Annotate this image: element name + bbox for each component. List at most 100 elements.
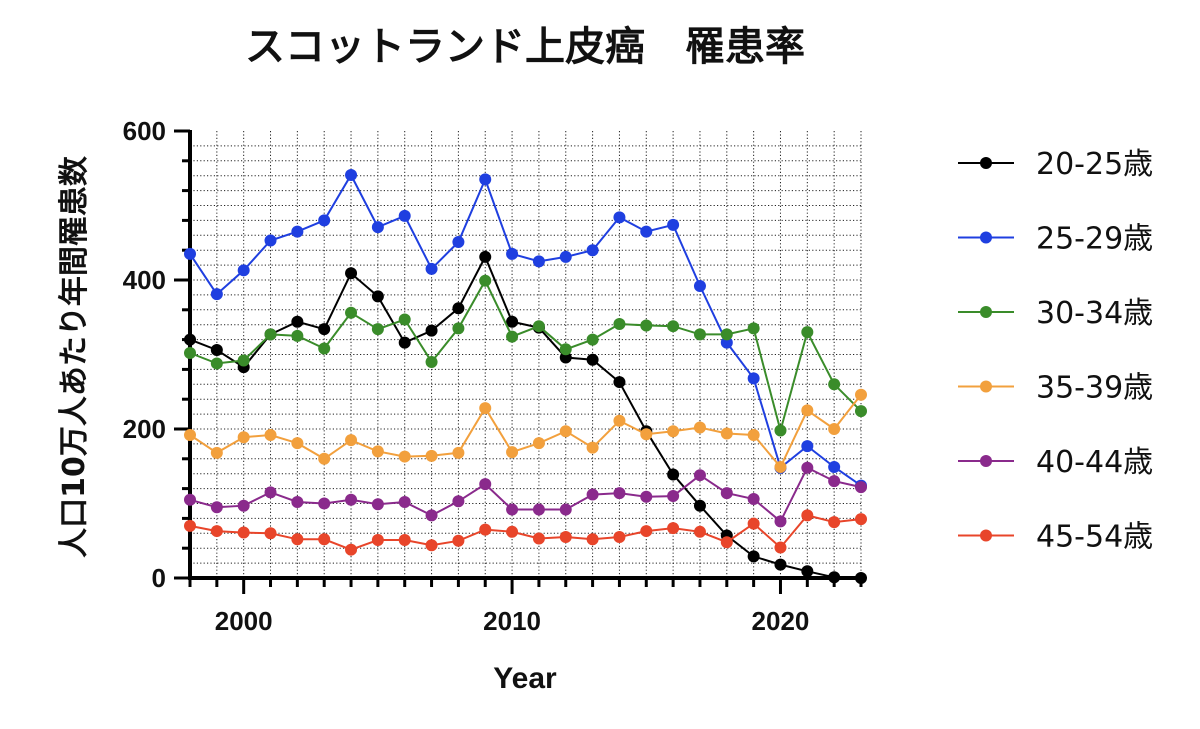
data-point [345, 168, 358, 181]
data-point [828, 423, 841, 435]
data-point [693, 499, 706, 512]
data-point [693, 279, 706, 292]
data-point [184, 493, 196, 506]
data-point [452, 495, 465, 508]
data-point [398, 496, 411, 509]
data-point [747, 322, 760, 335]
legend: 20-25歳 25-29歳 30-34歳 35-39歳 40-44歳 45-54歳 [958, 147, 1153, 555]
data-point [506, 330, 519, 343]
data-point [425, 449, 438, 462]
legend-item: 40-44歳 [958, 445, 1153, 480]
data-point [345, 543, 358, 556]
data-point [210, 344, 223, 357]
data-point [747, 517, 760, 530]
data-point [532, 503, 545, 516]
data-point [586, 353, 599, 366]
data-point [828, 571, 841, 584]
data-point [506, 247, 519, 260]
data-point [184, 247, 196, 260]
data-point [586, 244, 599, 257]
data-point [559, 343, 572, 356]
data-point [506, 315, 519, 328]
data-point [693, 421, 706, 434]
data-point [345, 267, 358, 280]
x-tick-label: 2020 [752, 606, 810, 636]
data-point [318, 342, 331, 355]
data-point [318, 497, 331, 510]
data-point [425, 355, 438, 368]
data-point [425, 262, 438, 275]
data-point [506, 503, 519, 516]
data-point [264, 328, 277, 341]
legend-label: 20-25歳 [1036, 147, 1153, 182]
data-point [318, 323, 331, 336]
data-point [291, 315, 304, 328]
data-point [291, 533, 304, 546]
x-tick-label: 2000 [215, 606, 273, 636]
data-point [747, 428, 760, 441]
data-point [210, 446, 223, 459]
data-point [479, 274, 492, 287]
data-point [774, 541, 787, 554]
y-tick-label: 200 [123, 414, 166, 444]
y-axis-title: 人口10万人あたり年間罹患数 [57, 155, 92, 558]
data-point [828, 516, 841, 529]
data-point [532, 255, 545, 268]
data-point [210, 288, 223, 301]
series-group [184, 168, 867, 584]
data-point [237, 499, 250, 512]
data-point [452, 534, 465, 547]
data-point [855, 405, 867, 418]
data-point [640, 490, 653, 503]
data-point [747, 493, 760, 506]
data-point [667, 490, 680, 503]
data-point [506, 446, 519, 459]
data-point [532, 532, 545, 545]
data-point [345, 434, 358, 447]
series-line [189, 394, 862, 469]
data-point [318, 452, 331, 465]
data-point [586, 488, 599, 501]
data-point [398, 209, 411, 222]
data-point [640, 319, 653, 332]
data-point [801, 509, 814, 522]
data-point [720, 487, 733, 500]
data-point [801, 326, 814, 339]
series-35-39歳 [184, 388, 867, 473]
legend-label: 40-44歳 [1036, 445, 1153, 480]
data-point [291, 496, 304, 509]
data-point [345, 493, 358, 506]
data-point [398, 450, 411, 463]
data-point [264, 486, 277, 499]
data-point [452, 446, 465, 459]
data-point [801, 440, 814, 453]
data-point [747, 372, 760, 385]
legend-marker [980, 380, 992, 393]
data-point [640, 225, 653, 238]
data-point [210, 501, 223, 514]
data-point [532, 320, 545, 333]
series-45-54歳 [184, 509, 867, 556]
axes: 0 200 400 600 2000 2010 2020 [123, 116, 863, 636]
data-point [667, 320, 680, 333]
chart-title: スコットランド上皮癌 罹患率 [245, 24, 805, 70]
data-point [613, 211, 626, 224]
data-point [425, 324, 438, 337]
data-point [237, 264, 250, 277]
data-point [237, 431, 250, 444]
legend-item: 30-34歳 [958, 296, 1153, 331]
data-point [586, 333, 599, 346]
data-point [398, 336, 411, 349]
data-point [371, 290, 384, 303]
legend-marker [980, 455, 992, 467]
data-point [855, 572, 867, 584]
y-tick-label: 0 [152, 563, 166, 593]
data-point [801, 565, 814, 578]
data-point [747, 550, 760, 563]
legend-marker [980, 306, 992, 318]
data-point [559, 250, 572, 263]
data-point [425, 509, 438, 522]
data-point [237, 526, 250, 539]
data-point [720, 427, 733, 440]
data-point [425, 539, 438, 552]
